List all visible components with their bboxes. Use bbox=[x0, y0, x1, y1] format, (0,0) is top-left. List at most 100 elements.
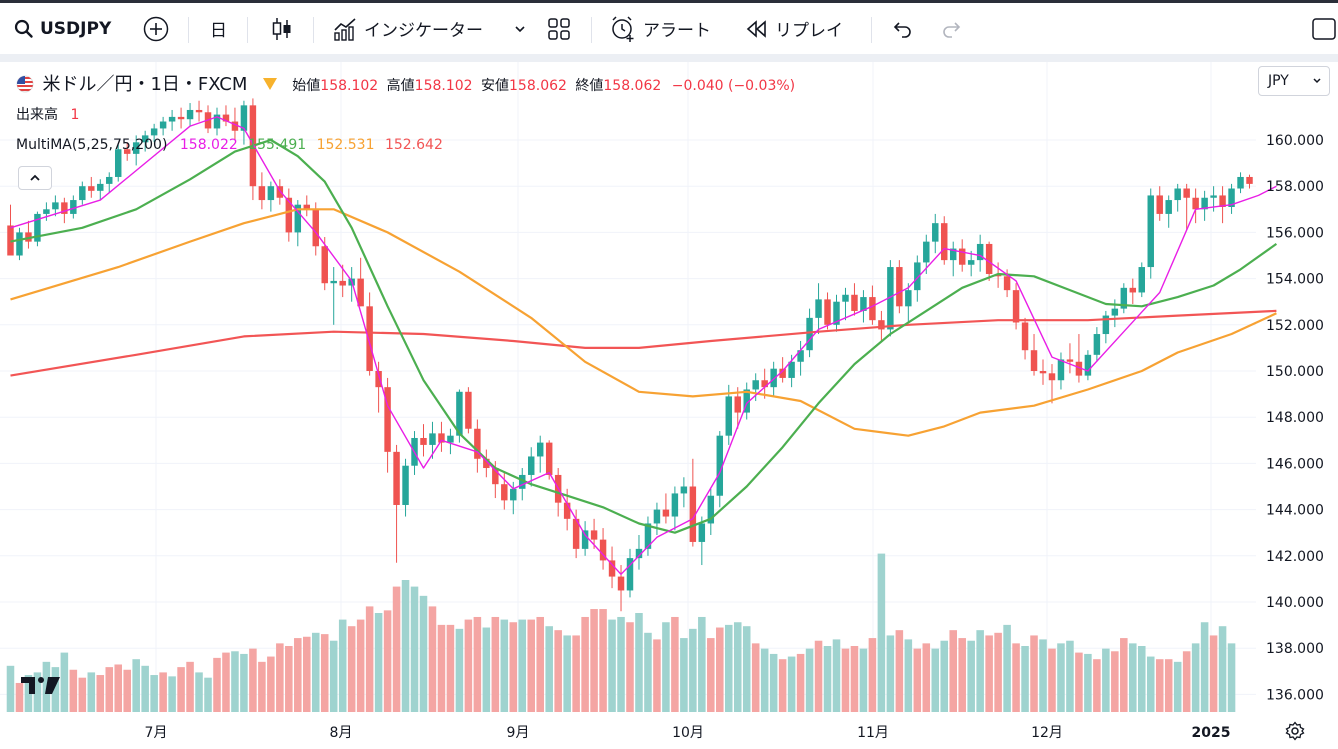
collapse-legend-button[interactable] bbox=[18, 166, 52, 190]
volume-bar bbox=[868, 638, 877, 712]
candle-body bbox=[97, 183, 104, 191]
volume-bar bbox=[653, 639, 661, 712]
multima-legend[interactable]: MultiMA(5,25,75,200) 158.022 155.491 152… bbox=[16, 137, 443, 153]
candle-body bbox=[833, 301, 840, 325]
volume-bar bbox=[823, 646, 832, 712]
candle-body bbox=[770, 368, 777, 388]
undo-button[interactable] bbox=[890, 3, 914, 54]
candle-body bbox=[1219, 195, 1226, 207]
compare-symbol-button[interactable] bbox=[143, 3, 169, 54]
volume-bar bbox=[563, 635, 571, 712]
candle-body bbox=[402, 465, 409, 505]
ma25-value: 155.491 bbox=[248, 137, 307, 153]
search-icon bbox=[14, 19, 33, 38]
candle-body bbox=[878, 320, 885, 330]
price-tick-label: 152.000 bbox=[1266, 318, 1324, 334]
volume-bar bbox=[338, 619, 347, 712]
candle-body bbox=[761, 380, 768, 388]
redo-button[interactable] bbox=[940, 3, 964, 54]
ma75-line bbox=[10, 208, 1277, 437]
volume-bar bbox=[724, 624, 733, 712]
candle-body bbox=[1156, 195, 1163, 214]
price-tick-label: 146.000 bbox=[1266, 456, 1324, 472]
multima-label: MultiMA(5,25,75,200) bbox=[16, 137, 168, 153]
candle-body bbox=[1003, 276, 1011, 291]
candle-body bbox=[375, 371, 382, 388]
volume-bar bbox=[1164, 659, 1173, 712]
chart-settings-button[interactable] bbox=[1285, 721, 1305, 745]
replay-label: リプレイ bbox=[775, 21, 843, 41]
candle-body bbox=[447, 435, 454, 443]
candle-body bbox=[752, 380, 759, 390]
volume-bar bbox=[707, 638, 715, 712]
low-value: 158.062 bbox=[509, 78, 567, 94]
interval-button[interactable]: 日 bbox=[210, 3, 227, 54]
ma25-line bbox=[10, 138, 1278, 534]
candle-body bbox=[797, 350, 804, 362]
candle-body bbox=[195, 109, 203, 113]
fullscreen-button[interactable] bbox=[1311, 3, 1337, 54]
price-chart[interactable]: 160.000 158.000 156.000 154.000 152.000 150.0… bbox=[0, 62, 1338, 749]
volume-bar bbox=[60, 652, 69, 712]
volume-bar bbox=[15, 682, 24, 712]
candle-body bbox=[43, 209, 50, 214]
candle-body bbox=[824, 299, 831, 325]
volume-bar bbox=[428, 606, 437, 712]
candle-body bbox=[985, 243, 993, 274]
volume-bar bbox=[787, 656, 796, 712]
candle-body bbox=[276, 186, 284, 198]
volume-legend[interactable]: 出来高 1 bbox=[16, 104, 79, 124]
volume-bar bbox=[590, 609, 598, 712]
volume-bar bbox=[96, 675, 105, 712]
volume-bar bbox=[922, 643, 931, 712]
volume-bar bbox=[1039, 639, 1047, 712]
candle-body bbox=[312, 209, 319, 247]
price-axis: 160.000 158.000 156.000 154.000 152.000 150.0… bbox=[1266, 133, 1324, 703]
candle-body bbox=[294, 204, 302, 233]
symbol-search-button[interactable]: USDJPY bbox=[14, 3, 111, 54]
volume-bar bbox=[778, 659, 787, 712]
volume-bar bbox=[87, 672, 96, 712]
volume-bar bbox=[186, 661, 194, 712]
volume-bar bbox=[1012, 643, 1020, 712]
price-tick-label: 138.000 bbox=[1266, 641, 1324, 657]
volume-bar bbox=[626, 622, 634, 712]
alert-button[interactable]: アラート bbox=[609, 3, 711, 54]
indicators-button[interactable]: インジケーター bbox=[332, 3, 483, 54]
volume-bar bbox=[599, 609, 607, 712]
candle-body bbox=[617, 576, 625, 591]
candle-body bbox=[456, 391, 463, 436]
volume-bar bbox=[258, 661, 266, 712]
candle-body bbox=[635, 548, 643, 559]
volume-bar bbox=[644, 632, 652, 712]
candle-body bbox=[1075, 361, 1083, 376]
candle-body bbox=[1120, 287, 1128, 309]
volume-bar bbox=[464, 619, 473, 712]
tradingview-logo[interactable] bbox=[20, 674, 62, 700]
replay-button[interactable]: リプレイ bbox=[745, 3, 843, 54]
volume-bar bbox=[742, 626, 751, 712]
candlesticks bbox=[7, 98, 1253, 612]
square-icon bbox=[1312, 17, 1336, 40]
chart-type-button[interactable] bbox=[270, 3, 294, 54]
volume-bar bbox=[769, 653, 778, 712]
indicators-icon bbox=[334, 17, 356, 41]
alarm-clock-icon bbox=[612, 15, 634, 42]
volume-bar bbox=[545, 626, 553, 712]
alert-label: アラート bbox=[643, 21, 711, 41]
volume-bar bbox=[967, 640, 975, 712]
candle-body bbox=[492, 468, 499, 485]
layout-button[interactable] bbox=[547, 3, 571, 54]
candle-body bbox=[707, 495, 715, 524]
currency-select[interactable]: JPY bbox=[1258, 66, 1330, 96]
indicators-dropdown-button[interactable] bbox=[513, 3, 527, 54]
candle-body bbox=[429, 433, 436, 445]
toolbar-divider bbox=[247, 17, 248, 43]
candle-body bbox=[123, 149, 131, 154]
candle-body bbox=[869, 297, 876, 321]
candle-body bbox=[240, 105, 248, 131]
price-tick-label: 140.000 bbox=[1266, 595, 1324, 611]
volume-bar bbox=[491, 616, 500, 712]
candle-body bbox=[501, 484, 508, 501]
volume-bar bbox=[132, 659, 140, 712]
